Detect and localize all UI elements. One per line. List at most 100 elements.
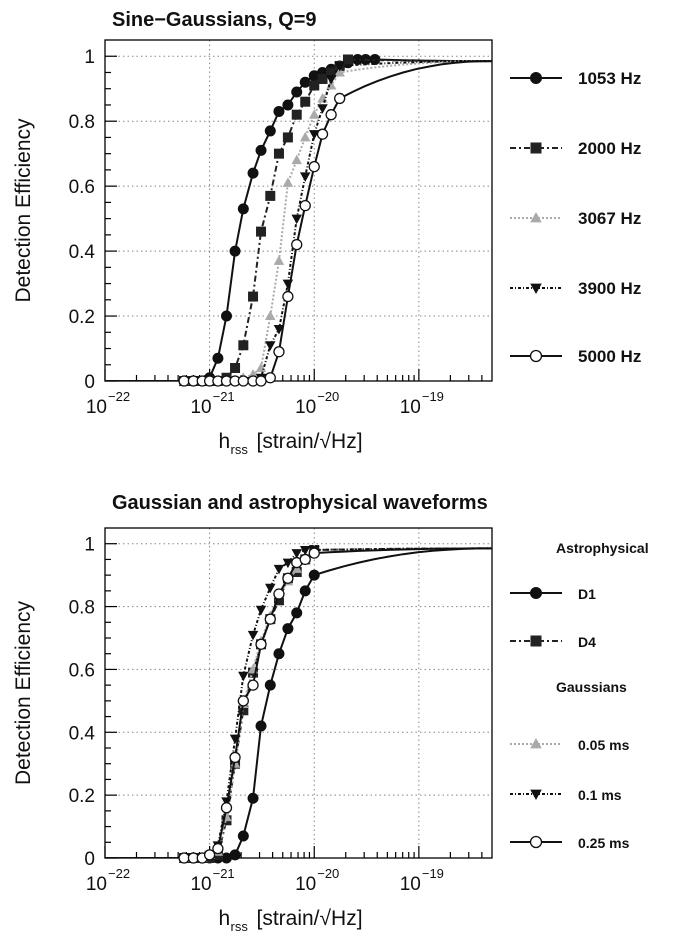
data-point	[229, 751, 241, 764]
data-point	[256, 226, 267, 237]
data-point	[230, 363, 241, 374]
data-point	[273, 588, 285, 600]
data-point	[291, 238, 303, 251]
legend-label: 3067 Hz	[578, 209, 641, 228]
data-point	[237, 830, 249, 842]
series-line	[105, 547, 492, 858]
data-point	[264, 372, 276, 384]
series-line	[105, 60, 492, 381]
data-point	[308, 109, 320, 119]
plot-frame	[104, 527, 493, 859]
data-point	[203, 849, 216, 861]
data-point	[282, 623, 294, 635]
x-tick-label-base: 10	[86, 397, 107, 418]
data-point	[248, 291, 259, 302]
data-point	[273, 148, 284, 159]
legend-marker	[530, 72, 542, 84]
y-tick-label: 1	[84, 535, 95, 556]
legend-marker	[530, 789, 542, 801]
data-point	[282, 572, 294, 584]
x-tick-label-exponent: −22	[108, 866, 130, 881]
x-tick-label-exponent: −19	[422, 389, 444, 404]
data-point	[264, 613, 276, 625]
y-tick-label: 0.8	[69, 112, 95, 133]
data-point	[212, 352, 224, 364]
x-tick-label-base: 10	[190, 874, 211, 895]
chart-title: Gaussian and astrophysical waveforms	[112, 492, 488, 514]
data-point	[282, 132, 293, 143]
chart-panel-2: Gaussian and astrophysical waveforms 0 0.2…	[12, 492, 649, 934]
y-tick-label: 0.4	[69, 723, 96, 744]
y-axis-label: Detection Efficiency	[12, 600, 35, 785]
data-point	[237, 695, 249, 707]
data-point	[237, 375, 249, 387]
data-point	[291, 607, 303, 619]
x-axis-label-unit: [strain/√Hz]	[257, 907, 363, 930]
data-point	[273, 564, 285, 575]
data-point	[282, 558, 294, 569]
x-axis-label-symbol: h	[219, 907, 231, 930]
data-point	[291, 549, 302, 559]
x-axis-label-symbol: h	[219, 430, 231, 453]
x-tick-label-base: 10	[190, 397, 211, 418]
x-axis-label: h rss [strain/√Hz]	[219, 430, 363, 457]
legend-marker	[529, 349, 543, 363]
legend: 1053 Hz 2000 Hz 3067 Hz 3900 Hz 5000 Hz	[510, 69, 641, 366]
legend-label: 1053 Hz	[578, 69, 641, 88]
series-line	[105, 547, 492, 858]
data-point	[255, 638, 267, 650]
data-point	[255, 605, 267, 616]
data-point	[273, 105, 285, 117]
data-point	[247, 792, 259, 804]
data-point	[255, 375, 267, 387]
data-point	[265, 190, 276, 201]
data-point	[282, 99, 294, 111]
series-line	[105, 547, 492, 858]
series-0-25-ms	[105, 547, 492, 864]
data-point	[264, 679, 276, 691]
y-axis: 0 0.2 0.4 0.6 0.8 1	[69, 535, 117, 870]
series-d1	[105, 547, 492, 864]
data-point	[299, 546, 311, 556]
y-tick-label: 0.6	[69, 177, 95, 198]
y-tick-label: 0.2	[69, 307, 95, 328]
data-point	[273, 325, 285, 335]
x-tick-label-exponent: −21	[213, 389, 235, 404]
x-tick-label-exponent: −20	[317, 866, 339, 881]
data-point	[282, 279, 294, 290]
data-point	[247, 630, 259, 641]
data-point	[291, 214, 302, 225]
data-point	[265, 583, 276, 594]
data-point	[325, 74, 337, 85]
data-point	[255, 720, 267, 732]
data-point	[299, 131, 311, 142]
legend: Astrophysical Gaussians D1 D4 0.05 ms 0.1 ms 0…	[510, 540, 649, 851]
legend-label: 0.25 ms	[578, 835, 630, 851]
data-point	[334, 66, 345, 77]
data-point	[178, 375, 190, 387]
data-point	[273, 648, 285, 660]
x-tick-label-base: 10	[295, 874, 316, 895]
data-point	[212, 842, 224, 855]
y-tick-label: 0.2	[69, 786, 95, 807]
gridlines	[105, 40, 492, 381]
legend-label: 0.05 ms	[578, 737, 630, 753]
data-point	[300, 96, 311, 107]
legend-marker	[530, 142, 542, 154]
series-0-1-ms	[105, 546, 492, 864]
data-point	[237, 203, 249, 215]
legend-label: D4	[578, 634, 596, 650]
data-point	[299, 585, 311, 597]
data-point	[317, 73, 328, 84]
data-point	[273, 346, 285, 358]
y-tick-label: 0.6	[69, 660, 95, 681]
data-point	[229, 849, 241, 861]
legend-header: Gaussians	[556, 679, 627, 695]
x-axis-label-unit: [strain/√Hz]	[257, 430, 363, 453]
data-point	[308, 569, 320, 581]
data-point	[299, 172, 311, 182]
legend-label: 5000 Hz	[578, 347, 641, 366]
data-point	[334, 61, 345, 72]
data-point	[299, 199, 311, 212]
data-point	[220, 802, 233, 814]
